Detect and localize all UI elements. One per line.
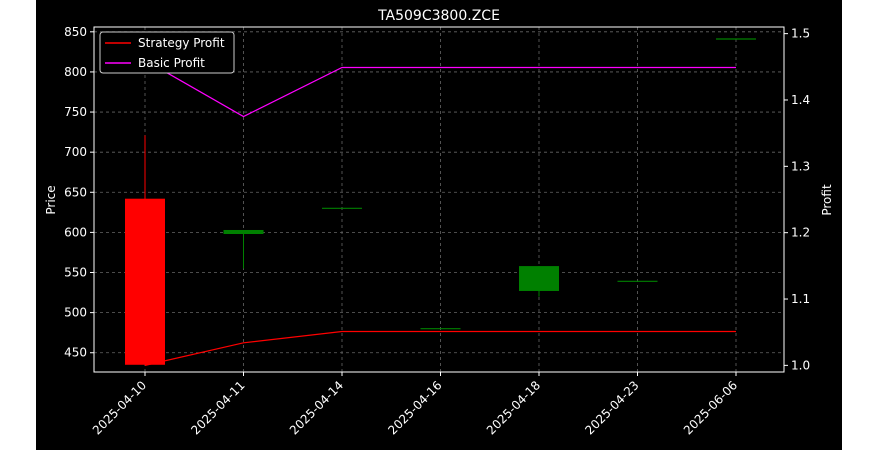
candle-2025-04-10: [125, 135, 165, 365]
left-axis-label: Price: [44, 185, 58, 214]
right-tick-label: 1.1: [791, 292, 810, 306]
left-tick-label: 500: [64, 306, 87, 320]
left-tick-label: 700: [64, 145, 87, 159]
legend: Strategy Profit Basic Profit: [99, 31, 235, 74]
candlesticks: [125, 38, 756, 365]
left-tick-label: 750: [64, 105, 87, 119]
left-tick-label: 850: [64, 25, 87, 39]
candle-2025-04-11: [223, 229, 264, 269]
right-tick-label: 1.3: [791, 159, 810, 173]
plot-frame: [93, 26, 785, 373]
profit-lines: [144, 59, 736, 366]
left-tick-label: 650: [64, 185, 87, 199]
candle-body: [223, 229, 264, 234]
candle-body: [519, 266, 559, 291]
right-tick-label: 1.4: [791, 93, 810, 107]
right-axis: 1.0 1.1 1.2 1.3 1.4 1.5: [784, 27, 810, 372]
legend-label-basic-profit: Basic Profit: [138, 56, 205, 70]
series-line-strategy-profit: [144, 330, 736, 366]
series-line-basic-profit: [144, 59, 736, 118]
candle-body: [125, 198, 165, 365]
left-tick-label: 450: [64, 346, 87, 360]
right-axis-label: Profit: [820, 184, 834, 216]
candle-2025-04-18: [519, 266, 559, 297]
legend-label-strategy-profit: Strategy Profit: [138, 36, 225, 50]
right-tick-label: 1.0: [791, 358, 810, 372]
left-axis: 450 500 550 600 650 700 750 800 850: [64, 25, 94, 360]
left-tick-label: 550: [64, 266, 87, 280]
right-tick-label: 1.5: [791, 27, 810, 41]
chart-title: TA509C3800.ZCE: [377, 8, 500, 24]
right-tick-label: 1.2: [791, 226, 810, 240]
left-tick-label: 600: [64, 225, 87, 239]
legend-box: [99, 31, 235, 74]
left-tick-label: 800: [64, 65, 87, 79]
